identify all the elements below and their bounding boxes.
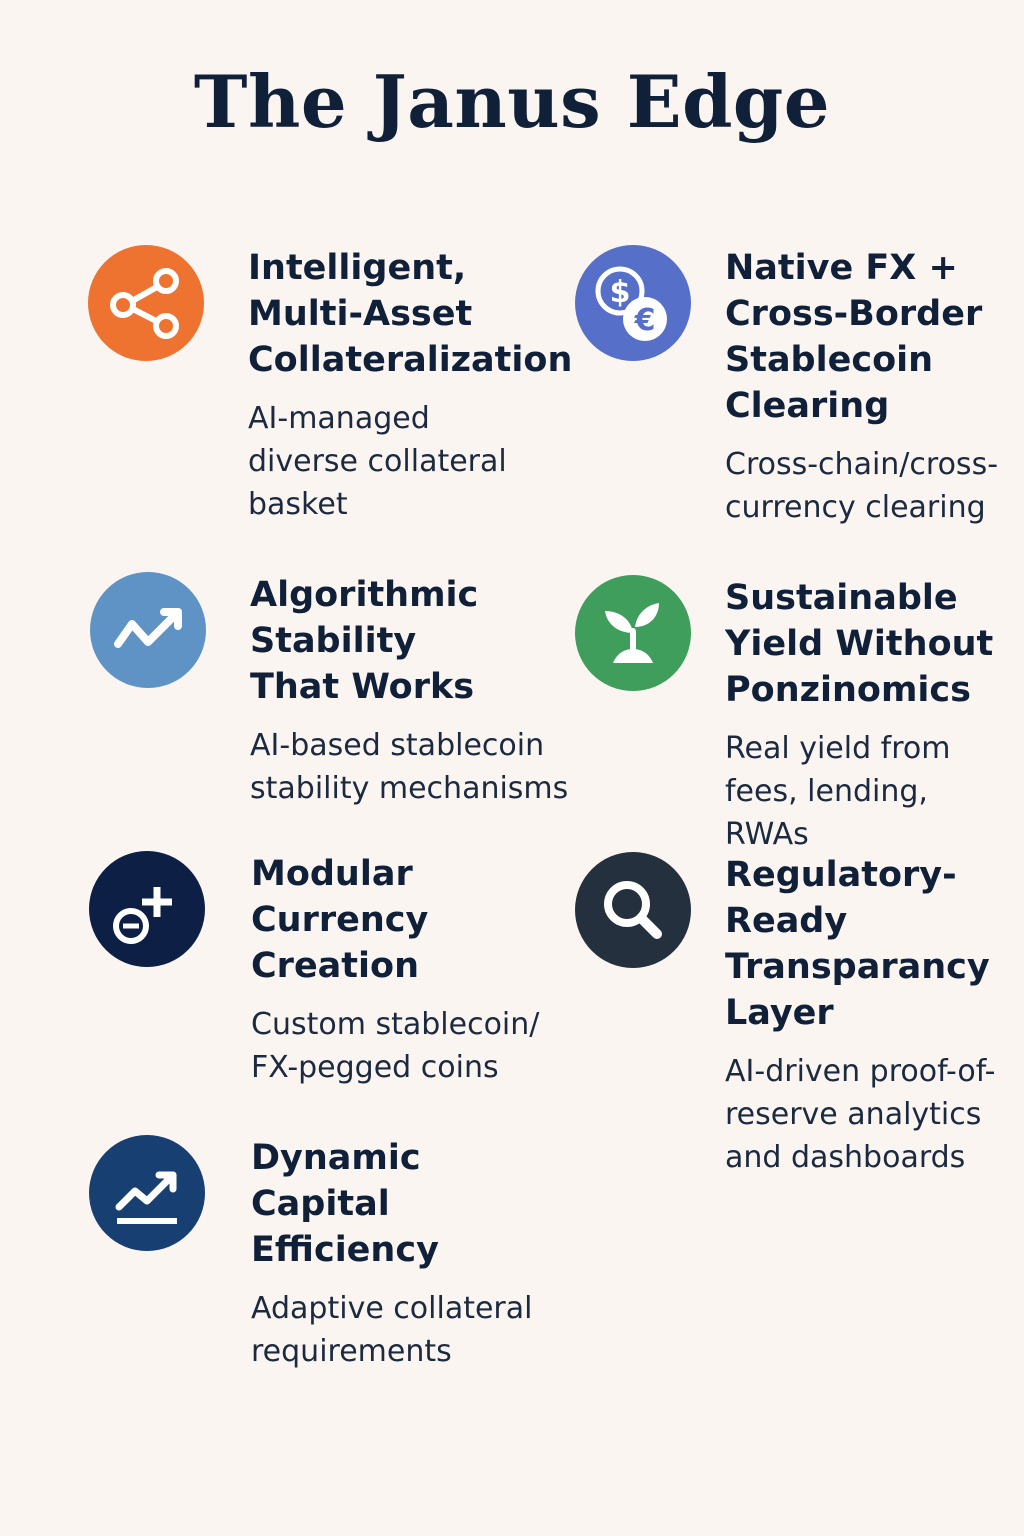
- currency-exchange-icon: $ €: [575, 245, 691, 361]
- feature-title: Algorithmic Stability That Works: [250, 575, 479, 707]
- sprout-icon: [575, 575, 691, 691]
- page-title: The Janus Edge: [193, 59, 831, 144]
- feature-title: Dynamic Capital Efficiency: [251, 1138, 439, 1270]
- feature-description: AI-driven proof-of-reserve analytics and…: [725, 1054, 996, 1175]
- svg-text:€: €: [634, 303, 656, 338]
- growth-chart-icon: [89, 1135, 205, 1251]
- coin-plus-icon: [89, 851, 205, 967]
- trend-line-icon: [90, 572, 206, 688]
- feature-description: Real yield from fees, lending, RWAs: [725, 731, 951, 852]
- feature-title: Native FX + Cross-Border Stablecoin Clea…: [725, 248, 983, 426]
- feature-description: AI-based stablecoin stability mechanisms: [250, 728, 569, 806]
- share-icon: [88, 245, 204, 361]
- feature-description: Cross-chain/cross-currency clearing: [725, 447, 999, 525]
- svg-text:$: $: [610, 275, 631, 310]
- feature-title: Sustainable Yield Without Ponzinomics: [725, 578, 994, 710]
- magnifier-icon: [575, 852, 691, 968]
- feature-title: Intelligent, Multi-Asset Collateralizati…: [248, 248, 573, 380]
- feature-description: Adaptive collateral requirements: [251, 1291, 533, 1369]
- feature-description: Custom stablecoin/ FX-pegged coins: [251, 1007, 540, 1085]
- feature-title: Modular Currency Creation: [251, 854, 429, 986]
- feature-description: AI-managed diverse collateral basket: [248, 401, 507, 522]
- feature-title: Regulatory-Ready Transparancy Layer: [725, 855, 990, 1033]
